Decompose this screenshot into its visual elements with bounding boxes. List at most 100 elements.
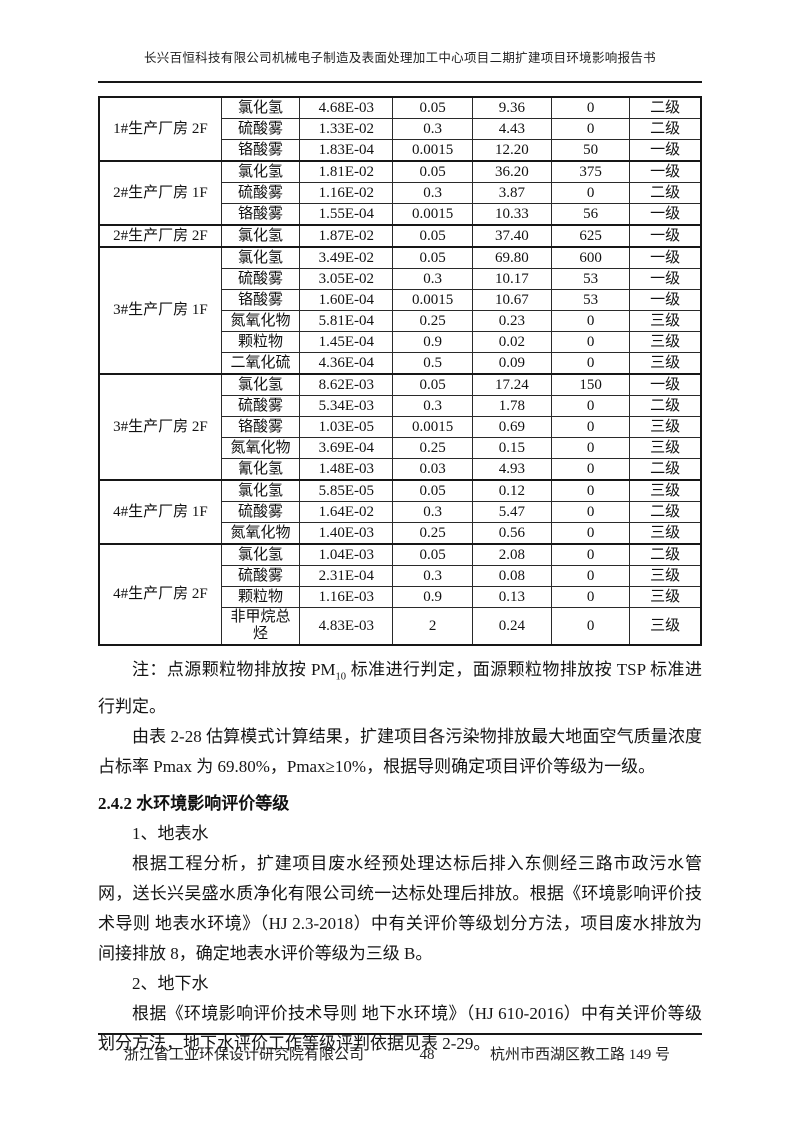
- grade-cell: 三级: [629, 565, 702, 587]
- d10-cell: 0: [550, 437, 631, 459]
- d10-cell: 150: [550, 373, 631, 396]
- standard-cell: 0.3: [392, 118, 473, 140]
- standard-cell: 0.05: [392, 96, 473, 119]
- d10-cell: 0: [550, 607, 631, 646]
- rate-cell: 1.55E-04: [299, 203, 394, 226]
- pmax-cell: 0.24: [471, 607, 552, 646]
- table-row: 硫酸雾 1.16E-02 0.3 3.87 0 二级: [99, 182, 702, 204]
- table-row: 硫酸雾 1.64E-02 0.3 5.47 0 二级: [99, 501, 702, 523]
- grade-cell: 三级: [629, 607, 702, 646]
- standard-cell: 0.3: [392, 268, 473, 290]
- d10-cell: 0: [550, 458, 631, 481]
- table-row: 1#生产厂房 2F 氯化氢 4.68E-03 0.05 9.36 0 二级: [98, 96, 702, 162]
- standard-cell: 0.05: [392, 246, 473, 269]
- standard-cell: 2: [392, 607, 473, 646]
- rate-cell: 1.83E-04: [299, 139, 394, 162]
- pmax-cell: 0.23: [471, 310, 552, 332]
- grade-cell: 一级: [629, 268, 702, 290]
- pollutant-cell: 硫酸雾: [220, 182, 301, 204]
- d10-cell: 50: [550, 139, 631, 162]
- pmax-cell: 36.20: [471, 160, 552, 183]
- grade-cell: 一级: [629, 246, 702, 269]
- pollutant-cell: 氯化氢: [220, 479, 301, 502]
- rate-cell: 2.31E-04: [299, 565, 394, 587]
- pmax-cell: 10.33: [471, 203, 552, 226]
- pollutant-table-body: 1#生产厂房 2F 氯化氢 4.68E-03 0.05 9.36 0 二级硫酸雾 1.33E-…: [98, 96, 702, 646]
- building-location-cell: 1#生产厂房 2F: [98, 96, 222, 162]
- rate-cell: 1.16E-03: [299, 586, 394, 608]
- rate-cell: 1.33E-02: [299, 118, 394, 140]
- grade-cell: 三级: [629, 437, 702, 459]
- pmax-cell: 5.47: [471, 501, 552, 523]
- standard-cell: 0.3: [392, 395, 473, 417]
- rate-cell: 1.81E-02: [299, 160, 394, 183]
- rate-cell: 3.69E-04: [299, 437, 394, 459]
- d10-cell: 0: [550, 310, 631, 332]
- rate-cell: 4.36E-04: [299, 352, 394, 375]
- grade-cell: 二级: [629, 96, 702, 119]
- pmax-cell: 0.56: [471, 522, 552, 545]
- standard-cell: 0.0015: [392, 416, 473, 438]
- standard-cell: 0.05: [392, 543, 473, 566]
- grade-cell: 一级: [629, 289, 702, 311]
- d10-cell: 625: [550, 224, 631, 248]
- standard-cell: 0.0015: [392, 139, 473, 162]
- standard-cell: 0.3: [392, 182, 473, 204]
- d10-cell: 0: [550, 586, 631, 608]
- standard-cell: 0.0015: [392, 203, 473, 226]
- pmax-cell: 4.43: [471, 118, 552, 140]
- table-note: 注：点源颗粒物排放按 PM10 标准进行判定，面源颗粒物排放按 TSP 标准进行…: [98, 655, 702, 722]
- footer-company: 浙江省工业环保设计研究院有限公司: [124, 1047, 365, 1063]
- section-heading-2-4-2: 2.4.2 水环境影响评价等级: [98, 794, 290, 814]
- d10-cell: 0: [550, 352, 631, 375]
- pmax-cell: 2.08: [471, 543, 552, 566]
- pollutant-cell: 氯化氢: [220, 246, 301, 269]
- standard-cell: 0.25: [392, 437, 473, 459]
- table-row: 硫酸雾 5.34E-03 0.3 1.78 0 二级: [99, 395, 702, 417]
- grade-cell: 一级: [629, 373, 702, 396]
- grade-cell: 三级: [629, 310, 702, 332]
- list-item-surface-water: 1、地表水: [132, 824, 209, 844]
- grade-cell: 二级: [629, 543, 702, 566]
- pmax-cell: 12.20: [471, 139, 552, 162]
- paragraph-air-assessment: 由表 2-28 估算模式计算结果，扩建项目各污染物排放最大地面空气质量浓度占标率…: [98, 727, 702, 777]
- grade-cell: 三级: [629, 331, 702, 353]
- rate-cell: 1.87E-02: [299, 224, 394, 248]
- pmax-cell: 0.08: [471, 565, 552, 587]
- d10-cell: 0: [550, 331, 631, 353]
- pmax-cell: 10.67: [471, 289, 552, 311]
- table-row: 3#生产厂房 1F 氯化氢 3.49E-02 0.05 69.80 600 一级: [98, 246, 702, 375]
- rate-cell: 1.60E-04: [299, 289, 394, 311]
- table-row: 铬酸雾 1.83E-04 0.0015 12.20 50 一级: [99, 139, 702, 162]
- standard-cell: 0.9: [392, 331, 473, 353]
- pollutant-cell: 硫酸雾: [220, 395, 301, 417]
- building-location-cell: 2#生产厂房 1F: [98, 160, 222, 226]
- pollutant-cell: 氯化氢: [220, 373, 301, 396]
- standard-cell: 0.25: [392, 522, 473, 545]
- d10-cell: 56: [550, 203, 631, 226]
- grade-cell: 三级: [629, 416, 702, 438]
- table-row: 氮氧化物 3.69E-04 0.25 0.15 0 三级: [99, 437, 702, 459]
- grade-cell: 二级: [629, 182, 702, 204]
- table-row: 颗粒物 1.45E-04 0.9 0.02 0 三级: [99, 331, 702, 353]
- grade-cell: 二级: [629, 458, 702, 481]
- table-row: 铬酸雾 1.55E-04 0.0015 10.33 56 一级: [99, 203, 702, 226]
- grade-cell: 三级: [629, 352, 702, 375]
- pmax-cell: 0.15: [471, 437, 552, 459]
- pmax-cell: 17.24: [471, 373, 552, 396]
- pollutant-cell: 氰化氢: [220, 458, 301, 481]
- pollutant-cell: 铬酸雾: [220, 139, 301, 162]
- d10-cell: 375: [550, 160, 631, 183]
- d10-cell: 0: [550, 118, 631, 140]
- standard-cell: 0.05: [392, 373, 473, 396]
- pollutant-cell: 颗粒物: [220, 586, 301, 608]
- table-row: 硫酸雾 2.31E-04 0.3 0.08 0 三级: [99, 565, 702, 587]
- d10-cell: 0: [550, 501, 631, 523]
- table-row: 4#生产厂房 2F 氯化氢 1.04E-03 0.05 2.08 0 二级: [98, 543, 702, 646]
- pollutant-cell: 二氧化硫: [220, 352, 301, 375]
- building-location-cell: 4#生产厂房 2F: [98, 543, 222, 646]
- header-title: 长兴百恒科技有限公司机械电子制造及表面处理加工中心项目二期扩建项目环境影响报告书: [143, 51, 656, 65]
- standard-cell: 0.9: [392, 586, 473, 608]
- page-footer: 浙江省工业环保设计研究院有限公司 48 杭州市西湖区教工路 149 号: [98, 1033, 702, 1064]
- d10-cell: 0: [550, 416, 631, 438]
